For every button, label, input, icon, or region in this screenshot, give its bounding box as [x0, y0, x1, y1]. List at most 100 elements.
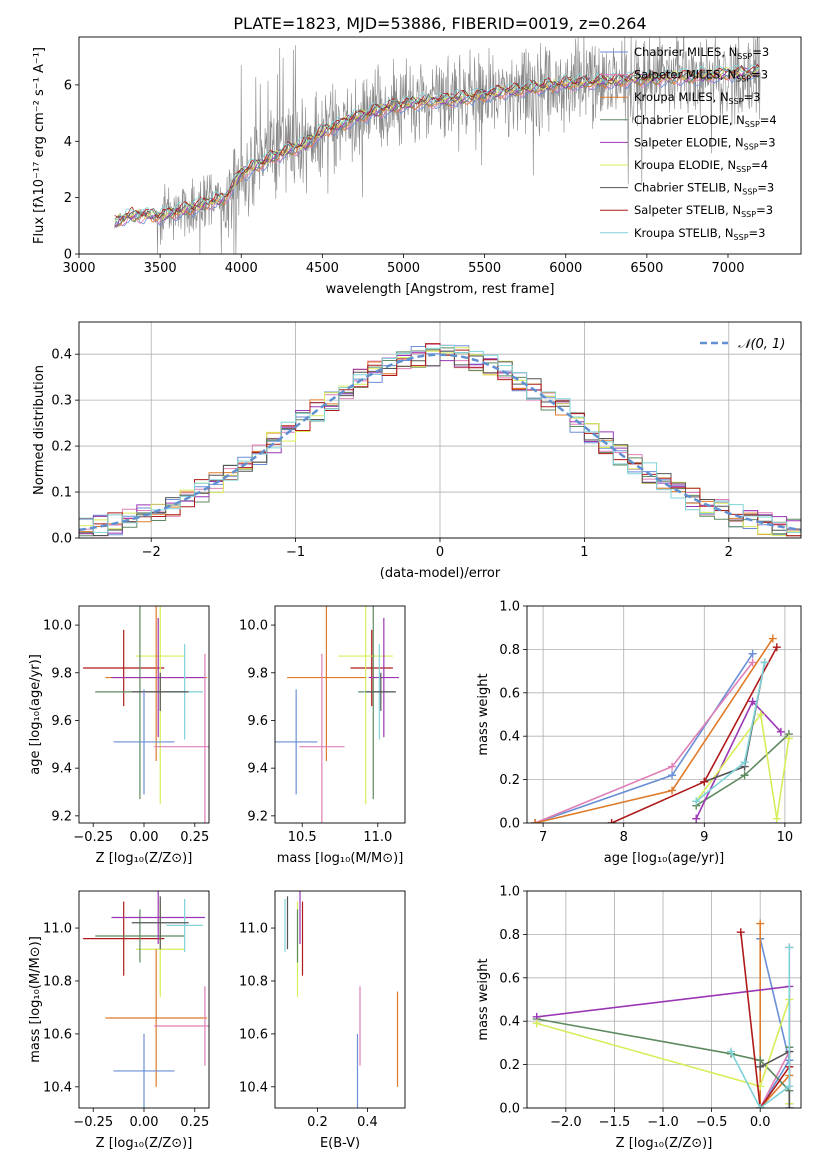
x-tick-label: 4500: [306, 261, 339, 276]
weight-point-marker: [785, 943, 794, 952]
y-tick-label: 0.4: [499, 730, 520, 745]
spectrum-model-line: [114, 69, 760, 228]
y-tick-label: 6: [64, 78, 72, 93]
axes-frame: [78, 890, 210, 1109]
weight-point-marker: [785, 1104, 794, 1108]
axes-layer: 3000 3500 4000 4500 5000 5500 6000 6500 7000 0 2 4 6…: [28, 36, 802, 1151]
y-tick-label: 10.6: [239, 1027, 268, 1042]
weight-point-marker: [668, 771, 677, 780]
y-tick-label: 9.4: [51, 762, 72, 777]
legend-text: Salpeter STELIB, N: [634, 203, 741, 217]
legend-text: Chabrier STELIB, N: [634, 181, 742, 195]
legend-subscript: SSP: [736, 165, 751, 174]
plot-area-spectrum: [114, 37, 761, 254]
x-tick-label: 2: [725, 545, 733, 560]
weight-point-marker: [740, 758, 749, 767]
y-tick-label: 0.6: [499, 971, 520, 986]
y-tick-label: 1.0: [499, 600, 520, 615]
weight-series-line: [534, 638, 774, 823]
weight-point-marker: [772, 643, 781, 652]
histogram-step-line: [79, 345, 801, 533]
legend-subscript: SSP: [744, 142, 759, 151]
y-tick-label: 1.0: [499, 885, 520, 900]
weight-series-line: [611, 646, 778, 823]
x-tick-label: 10.5: [288, 830, 317, 845]
x-tick-label: 0: [436, 545, 444, 560]
weight-point-marker: [776, 727, 785, 736]
legend-text: Salpeter ELODIE, N: [634, 135, 744, 149]
axes-frame: [526, 890, 802, 1109]
y-tick-label: 0.4: [51, 348, 72, 363]
x-axis-label: age [log₁₀(age/yr)]: [604, 851, 725, 866]
x-axis-label: Z [log₁₀(Z/Z⊙)]: [616, 1136, 713, 1151]
y-axis-label: mass weight: [476, 673, 491, 755]
legend-text: Salpeter MILES, N: [634, 68, 736, 82]
x-tick-label: 0.4: [357, 1115, 378, 1130]
y-tick-label: 0.8: [499, 928, 520, 943]
y-tick-label: 0.3: [51, 394, 72, 409]
weight-point-marker: [736, 928, 745, 937]
legend-entry: Salpeter STELIB, NSSP=3: [634, 203, 773, 219]
y-tick-label: 2: [64, 191, 72, 206]
weight-series-line: [730, 947, 791, 1108]
x-tick-label: 8: [620, 830, 628, 845]
weight-point-marker: [727, 1047, 736, 1056]
x-tick-label: −1: [286, 545, 305, 560]
weight-series-line: [759, 938, 791, 1108]
x-tick-label: 6500: [630, 261, 663, 276]
legend-normal-label: 𝒩(0, 1): [738, 337, 785, 352]
spectrum-model-line: [114, 71, 760, 227]
legend-text: Kroupa STELIB, N: [634, 226, 734, 240]
x-tick-label: −0.25: [73, 830, 113, 845]
y-axis-label: mass [log₁₀(M/M⊙)]: [28, 936, 43, 1063]
weight-point-marker: [532, 1019, 541, 1028]
x-tick-label: 0.25: [180, 830, 209, 845]
y-tick-label: 10.4: [43, 1080, 72, 1095]
legend-tail: =3: [759, 135, 776, 149]
grid-layer: [79, 322, 801, 1109]
weight-point-marker: [756, 1104, 765, 1108]
legend-entry: Kroupa ELODIE, NSSP=4: [634, 158, 768, 174]
y-tick-label: 10.0: [43, 619, 72, 634]
y-tick-label: 0.4: [499, 1015, 520, 1030]
legend-entry: Kroupa MILES, NSSP=3: [634, 90, 760, 106]
legend-entry: Chabrier STELIB, NSSP=3: [634, 181, 774, 197]
y-tick-label: 10.0: [239, 619, 268, 634]
weight-point-marker: [700, 777, 709, 786]
weight-point-marker: [740, 771, 749, 780]
legend-tail: =3: [752, 45, 769, 59]
weight-point-marker: [748, 697, 757, 706]
x-tick-label: 0.25: [180, 1115, 209, 1130]
x-axis-label: Z [log₁₀(Z/Z⊙)]: [96, 1136, 193, 1151]
weight-point-marker: [768, 634, 777, 643]
y-tick-label: 4: [64, 135, 72, 150]
y-tick-label: 0.0: [499, 817, 520, 832]
weight-point-marker: [531, 819, 540, 823]
x-tick-label: 4000: [225, 261, 258, 276]
y-axis-label: Flux [fλ10⁻¹⁷ erg cm⁻² s⁻¹ A⁻¹]: [32, 47, 47, 244]
plot-area-age_vs_Z: [83, 606, 209, 823]
weight-point-marker: [692, 797, 701, 806]
y-tick-label: 9.2: [247, 809, 268, 824]
x-tick-label: 5000: [387, 261, 420, 276]
legend-text: Chabrier ELODIE, N: [634, 113, 745, 127]
x-tick-label: 7: [539, 830, 547, 845]
x-tick-label: 3500: [144, 261, 177, 276]
axes-frame: [526, 605, 802, 824]
x-tick-label: 7000: [711, 261, 744, 276]
legend-text: Kroupa ELODIE, N: [634, 158, 736, 172]
y-tick-label: 11.0: [43, 922, 72, 937]
x-tick-label: 11.0: [363, 830, 392, 845]
plot-area-mass_vs_ebv: [284, 891, 399, 1108]
weight-point-marker: [772, 814, 781, 823]
y-tick-label: 0.8: [499, 643, 520, 658]
y-tick-label: 0.2: [51, 440, 72, 455]
weight-point-marker: [748, 658, 757, 667]
legend-entry: Kroupa STELIB, NSSP=3: [634, 226, 765, 242]
y-tick-label: 10.6: [43, 1027, 72, 1042]
x-tick-label: 0.2: [307, 1115, 328, 1130]
weight-point-marker: [756, 919, 765, 928]
y-axis-label: mass weight: [476, 958, 491, 1040]
